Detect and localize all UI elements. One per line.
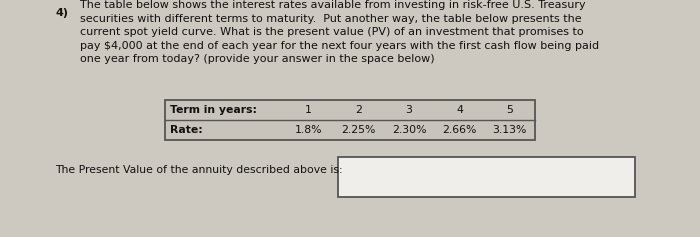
Text: securities with different terms to maturity.  Put another way, the table below p: securities with different terms to matur… xyxy=(80,14,582,23)
Text: 1: 1 xyxy=(304,105,312,115)
Text: Rate:: Rate: xyxy=(170,125,203,135)
Text: 3: 3 xyxy=(405,105,412,115)
FancyBboxPatch shape xyxy=(338,157,635,197)
Text: 4): 4) xyxy=(55,8,68,18)
Text: 3.13%: 3.13% xyxy=(493,125,527,135)
Text: Term in years:: Term in years: xyxy=(170,105,257,115)
Text: The Present Value of the annuity described above is:: The Present Value of the annuity describ… xyxy=(55,165,342,175)
FancyBboxPatch shape xyxy=(165,100,535,140)
Text: 2: 2 xyxy=(355,105,362,115)
Text: 1.8%: 1.8% xyxy=(295,125,322,135)
Text: 4: 4 xyxy=(456,105,463,115)
Text: 2.66%: 2.66% xyxy=(442,125,477,135)
Text: 5: 5 xyxy=(506,105,513,115)
Text: pay $4,000 at the end of each year for the next four years with the first cash f: pay $4,000 at the end of each year for t… xyxy=(80,41,599,50)
Text: current spot yield curve. What is the present value (PV) of an investment that p: current spot yield curve. What is the pr… xyxy=(80,27,584,37)
Text: one year from today? (provide your answer in the space below): one year from today? (provide your answe… xyxy=(80,54,435,64)
Text: The table below shows the interest rates available from investing in risk-free U: The table below shows the interest rates… xyxy=(80,0,586,10)
Text: 2.30%: 2.30% xyxy=(392,125,426,135)
Text: 2.25%: 2.25% xyxy=(342,125,376,135)
